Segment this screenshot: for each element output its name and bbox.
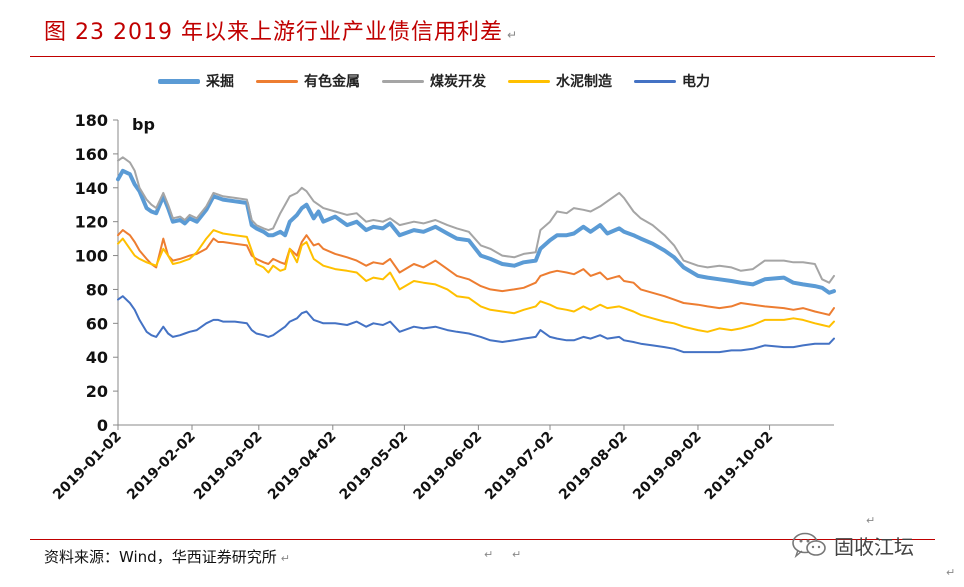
legend-item: 煤炭开发 (382, 71, 486, 91)
series-line-采掘 (116, 168, 836, 295)
return-mark: ↵ (280, 552, 290, 565)
legend-swatch (256, 79, 298, 83)
y-tick-label: 180 (75, 111, 108, 130)
series-layer (116, 156, 836, 354)
y-tick-label: 0 (97, 416, 108, 435)
legend-item: 采掘 (158, 71, 234, 91)
legend-item: 电力 (634, 71, 710, 91)
bottom-rule (30, 539, 935, 540)
y-tick-label: 60 (86, 314, 108, 333)
watermark-text: 固收江坛 (834, 534, 914, 559)
return-mark: ↵ (946, 566, 956, 579)
return-mark: ↵ (866, 514, 876, 527)
y-tick-label: 100 (75, 247, 108, 266)
legend-item: 有色金属 (256, 71, 360, 91)
y-tick-label: 40 (86, 348, 108, 367)
x-tick-label: 2019-07-02 (482, 429, 557, 504)
return-mark: ↵ (512, 548, 522, 561)
top-rule (30, 56, 935, 57)
legend-item: 水泥制造 (508, 71, 612, 91)
x-tick-label: 2019-06-02 (411, 429, 486, 504)
y-tick-label: 20 (86, 382, 108, 401)
series-line-有色金属 (117, 229, 835, 316)
series-line-煤炭开发 (117, 156, 835, 284)
x-tick-label: 2019-02-02 (124, 429, 199, 504)
x-tick-label: 2019-10-02 (702, 429, 777, 504)
return-mark: ↵ (484, 548, 494, 561)
y-axis-label: bp (132, 115, 155, 134)
series-line-电力 (117, 295, 835, 354)
legend-swatch (508, 79, 550, 83)
x-tick-label: 2019-03-02 (191, 429, 266, 504)
legend-label: 水泥制造 (556, 74, 612, 90)
chart-legend: 采掘 有色金属 煤炭开发 水泥制造 电力 (158, 70, 732, 92)
watermark: 固收江坛 (790, 530, 914, 560)
legend-swatch (158, 78, 200, 84)
x-tick-label: 2019-04-02 (265, 429, 340, 504)
x-tick-label: 2019-05-02 (337, 429, 412, 504)
series-line-水泥制造 (117, 229, 835, 333)
legend-label: 有色金属 (304, 74, 360, 90)
wechat-icon (792, 532, 826, 559)
y-tick-label: 80 (86, 280, 108, 299)
legend-label: 采掘 (206, 74, 234, 90)
legend-label: 煤炭开发 (430, 74, 486, 90)
legend-swatch (382, 79, 424, 83)
figure-source: 资料来源：Wind，华西证券研究所 ↵ (44, 548, 290, 566)
x-tick-label: 2019-09-02 (630, 429, 705, 504)
y-tick-label: 120 (75, 213, 108, 232)
legend-label: 电力 (682, 74, 710, 90)
figure-title: 图 23 2019 年以来上游行业产业债信用利差 ↵ (44, 20, 519, 45)
return-mark: ↵ (506, 28, 519, 42)
legend-swatch (634, 79, 676, 83)
y-tick-label: 160 (75, 145, 108, 164)
x-tick-label: 2019-08-02 (556, 429, 631, 504)
x-tick-label: 2019-01-02 (50, 429, 125, 504)
y-tick-label: 140 (75, 179, 108, 198)
